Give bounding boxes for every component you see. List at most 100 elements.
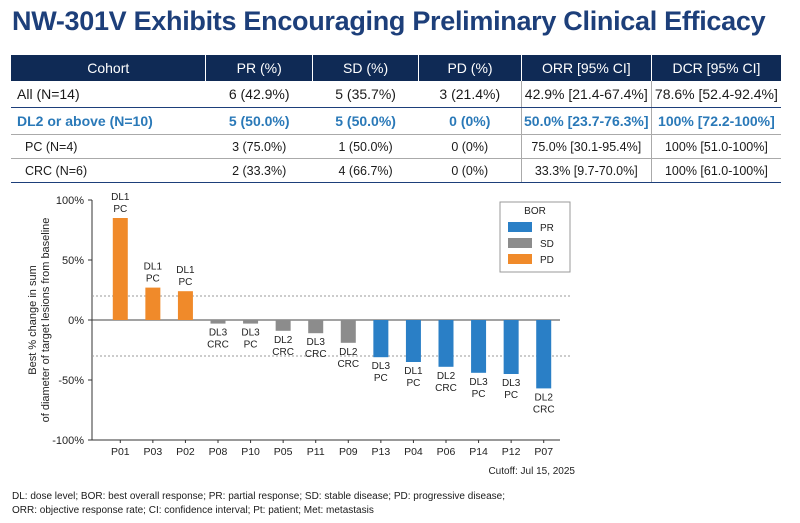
legend-swatch-pr	[508, 222, 532, 232]
bar-p10	[243, 320, 259, 324]
legend-swatch-sd	[508, 238, 532, 248]
x-tick-label: P03	[144, 446, 163, 458]
legend-label-sd: SD	[540, 239, 554, 250]
header-pd: PD (%)	[418, 55, 522, 81]
footnote-line-2: ORR: objective response rate; CI: confid…	[12, 505, 374, 516]
x-tick-label: P06	[437, 446, 456, 458]
cell-pr: 2 (33.3%)	[205, 158, 313, 183]
x-tick-label: P12	[502, 446, 521, 458]
bar-p11	[308, 320, 324, 334]
bar-label-dose: DL3	[209, 328, 228, 339]
x-tick-label: P10	[241, 446, 260, 458]
bar-label-dose: DL3	[372, 361, 391, 372]
cell-pd: 0 (0%)	[418, 107, 522, 135]
bar-label-dose: DL1	[144, 262, 163, 273]
cutoff-note: Cutoff: Jul 15, 2025	[488, 466, 575, 477]
bar-label-type: PC	[146, 274, 160, 285]
x-tick-label: P09	[339, 446, 358, 458]
legend-label-pd: PD	[540, 255, 554, 266]
y-tick-label: 100%	[56, 195, 84, 207]
x-tick-label: P11	[307, 446, 325, 458]
bar-label-type: PC	[406, 378, 420, 389]
cell-pr: 3 (75.0%)	[205, 134, 313, 159]
bar-p14	[471, 320, 487, 373]
cell-cohort: CRC (N=6)	[11, 158, 206, 183]
cell-orr: 75.0% [30.1-95.4%]	[520, 134, 652, 159]
bar-label-dose: DL3	[502, 378, 521, 389]
y-tick-label: 0%	[68, 315, 84, 327]
cell-dcr: 100% [72.2-100%]	[650, 107, 781, 135]
cell-dcr: 78.6% [52.4-92.4%]	[650, 81, 781, 108]
cell-sd: 4 (66.7%)	[312, 158, 419, 183]
waterfall-chart: 100% 50% 0% -50% -100% Best % change in sum of…	[27, 192, 575, 477]
cell-orr: 50.0% [23.7-76.3%]	[520, 107, 652, 135]
y-tick-label: -100%	[52, 435, 84, 447]
bar-label-dose: DL1	[176, 265, 195, 276]
bar-label-dose: DL3	[307, 337, 326, 348]
bar-label-type: PC	[504, 390, 518, 401]
bar-label-dose: DL1	[404, 366, 423, 377]
cell-sd: 5 (50.0%)	[312, 107, 419, 135]
bar-p01	[112, 218, 128, 320]
bar-label-dose: DL2	[535, 392, 554, 403]
cell-pr: 6 (42.9%)	[205, 81, 313, 108]
cell-pd: 0 (0%)	[418, 134, 522, 159]
header-orr: ORR [95% CI]	[520, 55, 652, 81]
x-tick-label: P14	[469, 446, 488, 458]
x-tick-label: P07	[534, 446, 553, 458]
cell-orr: 33.3% [9.7-70.0%]	[520, 158, 652, 183]
bar-label-type: PC	[178, 277, 192, 288]
bar-label-dose: DL3	[469, 377, 488, 388]
bar-p13	[373, 320, 389, 358]
efficacy-table: Cohort PR (%) SD (%) PD (%) ORR [95% CI]…	[11, 55, 781, 183]
page-title: NW-301V Exhibits Encouraging Preliminary…	[12, 6, 766, 36]
bar-label-type: CRC	[207, 340, 229, 351]
bar-label-dose: DL2	[274, 335, 293, 346]
cell-cohort: DL2 or above (N=10)	[11, 107, 206, 135]
y-tick-label: -50%	[58, 375, 84, 387]
x-tick-label: P08	[209, 446, 228, 458]
cell-pd: 3 (21.4%)	[418, 81, 522, 108]
cell-dcr: 100% [51.0-100%]	[650, 134, 781, 159]
table-header-row: Cohort PR (%) SD (%) PD (%) ORR [95% CI]…	[11, 55, 781, 81]
cell-sd: 5 (35.7%)	[312, 81, 419, 108]
bar-label-type: PC	[244, 340, 258, 351]
cell-cohort: PC (N=4)	[11, 134, 206, 159]
bar-p08	[210, 320, 226, 324]
bar-p05	[275, 320, 291, 331]
header-sd: SD (%)	[311, 55, 419, 81]
bar-label-type: PC	[374, 373, 388, 384]
cell-pd: 0 (0%)	[418, 158, 522, 183]
bar-p04	[405, 320, 421, 362]
bar-label-type: CRC	[305, 349, 327, 360]
bar-label-dose: DL2	[437, 371, 456, 382]
bar-label-type: CRC	[533, 404, 555, 415]
header-dcr: DCR [95% CI]	[650, 55, 781, 81]
bar-label-dose: DL3	[241, 328, 260, 339]
legend-title: BOR	[524, 206, 546, 217]
bar-p12	[503, 320, 519, 374]
bar-label-type: CRC	[272, 347, 294, 358]
bar-p03	[145, 287, 161, 320]
bar-label-type: PC	[472, 389, 486, 400]
x-tick-label: P01	[111, 446, 130, 458]
cell-orr: 42.9% [21.4-67.4%]	[520, 81, 652, 108]
bar-label-type: PC	[113, 204, 127, 215]
bar-p09	[340, 320, 356, 343]
bar-label-type: CRC	[337, 359, 359, 370]
bar-p02	[177, 291, 193, 320]
header-cohort: Cohort	[11, 55, 206, 81]
bar-p06	[438, 320, 454, 367]
legend-swatch-pd	[508, 254, 532, 264]
x-tick-label: P13	[372, 446, 391, 458]
table-row: All (N=14) 6 (42.9%) 5 (35.7%) 3 (21.4%)…	[11, 81, 781, 108]
table-row: PC (N=4) 3 (75.0%) 1 (50.0%) 0 (0%) 75.0…	[11, 134, 781, 159]
header-pr: PR (%)	[205, 55, 313, 81]
x-tick-label: P02	[176, 446, 195, 458]
y-tick-label: 50%	[62, 255, 84, 267]
legend-label-pr: PR	[540, 223, 554, 234]
cell-cohort: All (N=14)	[11, 81, 206, 108]
y-axis-title-line-1: Best % change in sum	[27, 265, 39, 374]
x-tick-label: P04	[404, 446, 423, 458]
x-tick-label: P05	[274, 446, 293, 458]
